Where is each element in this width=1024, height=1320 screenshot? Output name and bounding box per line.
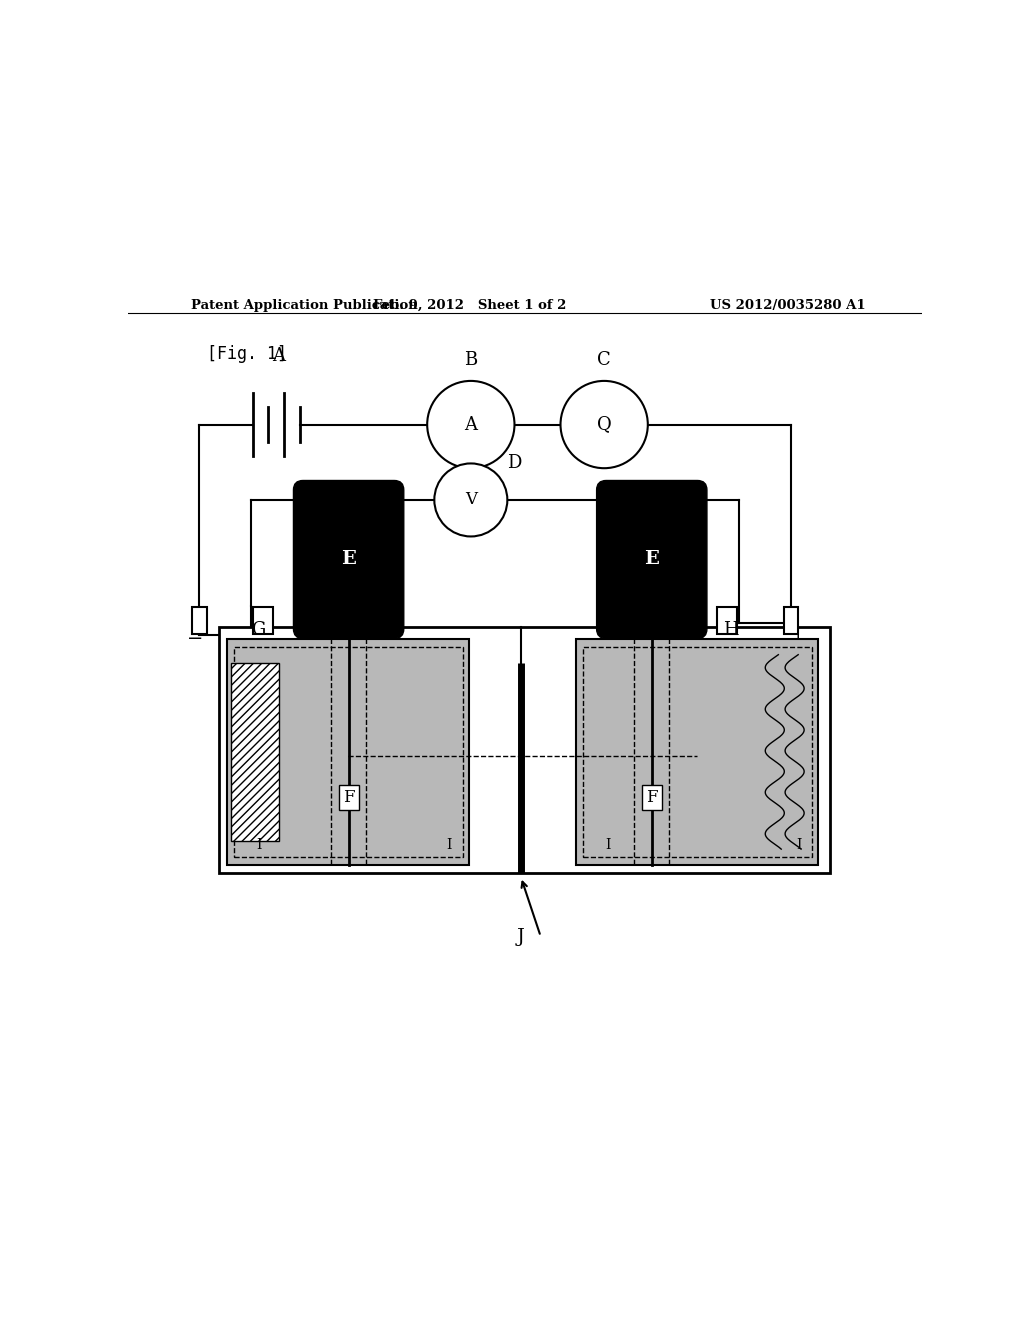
Bar <box>577 639 818 865</box>
FancyBboxPatch shape <box>294 480 403 639</box>
Bar <box>783 607 798 634</box>
Text: [Fig. 1]: [Fig. 1] <box>207 346 288 363</box>
Bar <box>233 647 463 857</box>
Text: US 2012/0035280 A1: US 2012/0035280 A1 <box>711 300 866 312</box>
Text: I: I <box>605 838 610 853</box>
Circle shape <box>427 381 514 469</box>
Text: H: H <box>723 620 739 639</box>
Text: Feb. 9, 2012   Sheet 1 of 2: Feb. 9, 2012 Sheet 1 of 2 <box>373 300 566 312</box>
Bar <box>193 607 207 634</box>
Text: +: + <box>791 630 807 648</box>
Text: C: C <box>597 351 611 370</box>
Text: Q: Q <box>597 416 611 433</box>
Text: G: G <box>252 620 266 639</box>
Text: −: − <box>187 630 204 648</box>
Bar <box>253 607 272 634</box>
Circle shape <box>560 381 648 469</box>
Text: A: A <box>272 347 286 366</box>
Text: J: J <box>517 928 524 946</box>
Text: I: I <box>796 838 801 853</box>
Bar <box>227 639 469 865</box>
Bar <box>231 663 279 841</box>
Text: F: F <box>343 789 354 807</box>
Text: Patent Application Publication: Patent Application Publication <box>191 300 418 312</box>
Text: F: F <box>646 789 657 807</box>
Bar <box>583 647 812 857</box>
FancyBboxPatch shape <box>597 480 707 639</box>
Text: D: D <box>507 454 521 473</box>
Text: E: E <box>341 550 356 569</box>
Text: E: E <box>644 550 659 569</box>
Text: A: A <box>464 416 477 433</box>
Bar <box>717 607 737 634</box>
Text: I: I <box>256 838 261 853</box>
Bar <box>219 627 830 873</box>
Text: B: B <box>464 351 477 370</box>
Circle shape <box>434 463 507 536</box>
Text: I: I <box>446 838 452 853</box>
Text: V: V <box>465 491 477 508</box>
